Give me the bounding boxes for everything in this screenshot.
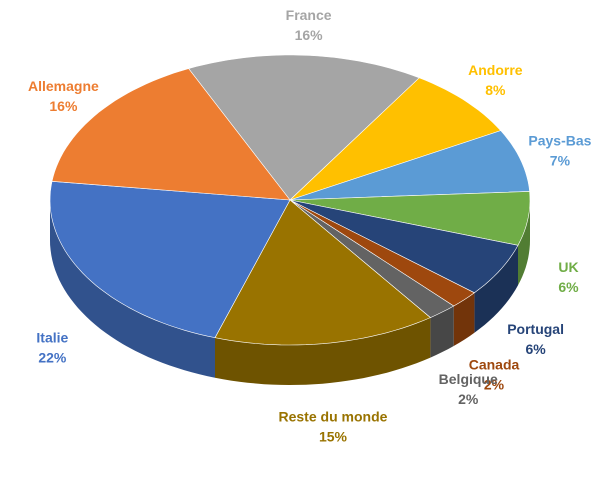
category-label: France bbox=[286, 7, 332, 23]
value-label: 2% bbox=[458, 391, 479, 407]
data-label: UK 6% bbox=[558, 259, 579, 295]
value-label: 6% bbox=[525, 341, 546, 357]
value-label: 7% bbox=[550, 153, 571, 169]
data-label: France 16% bbox=[286, 7, 332, 43]
slice bbox=[51, 68, 291, 201]
category-label: Italie bbox=[36, 329, 68, 345]
value-label: 16% bbox=[295, 27, 324, 43]
slice bbox=[214, 199, 431, 346]
data-label: Allemagne 16% bbox=[28, 78, 99, 114]
category-label: Reste du monde bbox=[279, 409, 388, 425]
value-label: 6% bbox=[558, 279, 579, 295]
slice bbox=[188, 54, 420, 201]
category-label: Pays-Bas bbox=[528, 133, 591, 149]
data-label: Pays-Bas 7% bbox=[528, 133, 591, 169]
category-label: Allemagne bbox=[28, 78, 99, 94]
slice-side bbox=[453, 292, 475, 346]
value-label: 16% bbox=[49, 98, 78, 114]
category-label: Portugal bbox=[507, 321, 564, 337]
slice-side bbox=[430, 306, 454, 358]
slice-side bbox=[50, 200, 215, 378]
value-label: 2% bbox=[484, 376, 505, 392]
slice bbox=[49, 180, 291, 339]
value-label: 15% bbox=[319, 429, 348, 445]
slice bbox=[289, 130, 530, 201]
slice-side bbox=[474, 245, 518, 333]
data-label: Belgique 2% bbox=[439, 371, 498, 407]
value-label: 8% bbox=[485, 82, 506, 98]
category-label: UK bbox=[558, 259, 578, 275]
slice-side bbox=[518, 200, 530, 286]
category-label: Andorre bbox=[468, 62, 523, 78]
value-label: 22% bbox=[38, 349, 67, 365]
slice bbox=[289, 191, 531, 246]
data-label: Reste du monde 15% bbox=[279, 409, 388, 445]
data-label: Canada 2% bbox=[469, 356, 520, 392]
data-label: Andorre 8% bbox=[468, 62, 523, 98]
data-label: Italie 22% bbox=[36, 329, 68, 365]
data-label: Portugal 6% bbox=[507, 321, 564, 357]
slice bbox=[289, 199, 519, 294]
category-label: Belgique bbox=[439, 371, 498, 387]
slice bbox=[289, 77, 502, 201]
slice-side bbox=[215, 317, 431, 385]
category-label: Canada bbox=[469, 356, 520, 372]
